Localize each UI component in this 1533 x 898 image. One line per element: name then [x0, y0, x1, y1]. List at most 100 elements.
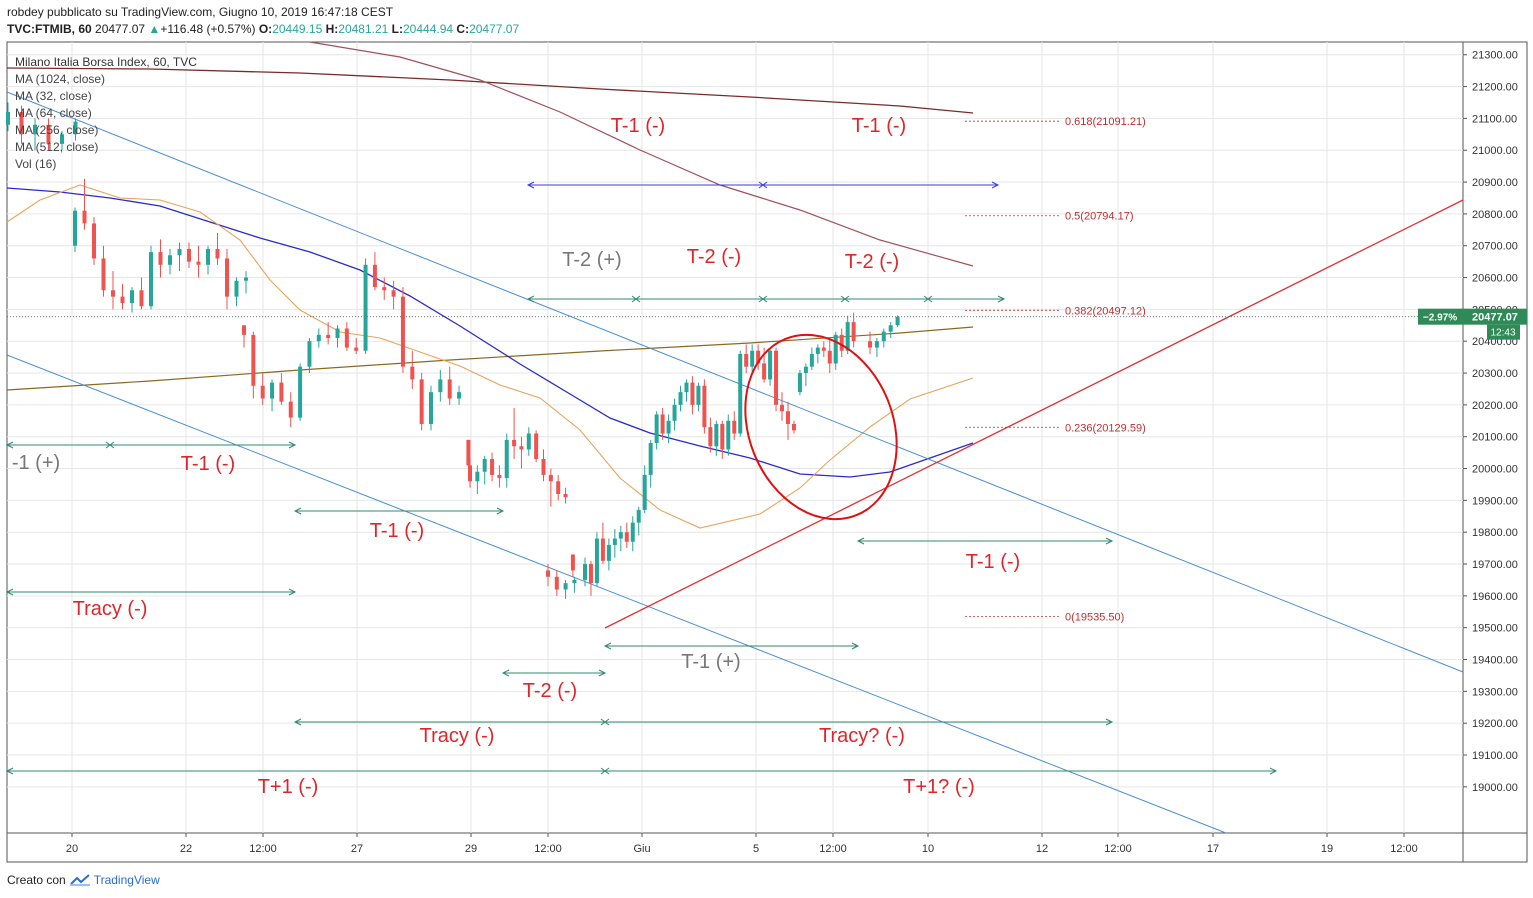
- arrow-head-icon: [851, 642, 860, 650]
- candle-down: [120, 296, 125, 304]
- annotation-label: T-2 (+): [562, 249, 621, 271]
- arrow-head-icon: [5, 588, 14, 596]
- x-tick-label: 22: [180, 843, 192, 855]
- annotation-label: T-2 (-): [845, 251, 899, 273]
- candle-up: [363, 264, 368, 351]
- candle-down: [490, 458, 495, 475]
- legend-indicator[interactable]: Vol (16): [15, 157, 57, 171]
- range-marker-icon: [758, 181, 768, 189]
- candle-up: [809, 353, 814, 367]
- y-tick-label: 21200.00: [1472, 82, 1518, 94]
- legend-indicator[interactable]: MA (1024, close): [15, 72, 106, 86]
- candle-down: [468, 465, 472, 482]
- arrow-head-icon: [1105, 537, 1114, 545]
- legend-indicator[interactable]: MA (256, close): [15, 123, 99, 137]
- candle-up: [504, 439, 509, 479]
- candle-up: [168, 255, 172, 265]
- candle-up: [457, 392, 462, 399]
- candle-up: [563, 583, 568, 590]
- candle-down: [570, 554, 575, 571]
- x-tick-label: 12:00: [1104, 843, 1132, 855]
- candle-down: [744, 353, 749, 367]
- y-tick-label: 20900.00: [1472, 177, 1518, 189]
- ma-512-line: [6, 326, 974, 391]
- candle-up: [316, 334, 321, 342]
- footer: Creato con TradingView: [7, 873, 160, 887]
- y-tick-label: 19700.00: [1472, 559, 1518, 571]
- candle-down: [400, 296, 405, 367]
- candle-up: [60, 134, 64, 144]
- y-tick-label: 20100.00: [1472, 432, 1518, 444]
- candle-up: [606, 544, 611, 561]
- y-tick-label: 21300.00: [1472, 50, 1518, 62]
- highlight-ellipse: [744, 333, 898, 521]
- candle-down: [242, 325, 246, 335]
- candle-up: [726, 420, 731, 450]
- candle-down: [762, 363, 767, 380]
- candle-down: [196, 261, 201, 265]
- legend-series-title[interactable]: Milano Italia Borsa Index, 60, TVC: [15, 55, 197, 69]
- candle-down: [851, 322, 856, 342]
- candle-up: [73, 121, 78, 135]
- arrow-head-icon: [598, 669, 607, 677]
- candle-up: [594, 538, 599, 584]
- range-marker-icon: [600, 718, 610, 726]
- candle-down: [821, 347, 826, 351]
- range-marker-icon: [758, 295, 768, 303]
- y-tick-label: 20800.00: [1472, 209, 1518, 221]
- candle-down: [519, 446, 524, 450]
- candle-up: [888, 325, 893, 332]
- legend-indicator[interactable]: MA (64, close): [15, 106, 92, 120]
- x-tick-label: 19: [1321, 843, 1333, 855]
- arrow-head-icon: [293, 507, 302, 515]
- candle-up: [33, 124, 37, 135]
- candle-down: [497, 474, 502, 479]
- candle-down: [554, 576, 559, 590]
- arrow-head-icon: [5, 441, 14, 449]
- open: 20449.15: [272, 22, 323, 36]
- candle-up: [335, 328, 340, 339]
- candle-up: [678, 392, 683, 405]
- candle-down: [702, 385, 707, 428]
- close: 20477.07: [469, 22, 520, 36]
- candle-down: [690, 382, 695, 405]
- candle-up: [815, 347, 820, 354]
- annotation-label: T-2 (-): [687, 246, 741, 268]
- legend-indicator[interactable]: MA (512, close): [15, 140, 99, 154]
- candle-down: [512, 439, 517, 447]
- y-tick-label: 19800.00: [1472, 527, 1518, 539]
- y-tick-label: 19000.00: [1472, 782, 1518, 794]
- arrow-head-icon: [997, 295, 1006, 303]
- candle-down: [839, 334, 844, 351]
- candle-down: [827, 350, 832, 364]
- legend-indicator[interactable]: MA (32, close): [15, 89, 92, 103]
- candle-up: [648, 443, 653, 475]
- candle-up: [6, 112, 10, 125]
- candle-down: [708, 427, 713, 447]
- candle-down: [419, 379, 424, 424]
- annotation-label: T-1 (-): [181, 453, 235, 475]
- price-tag-text: 20477.07: [1472, 312, 1518, 324]
- candle-up: [666, 420, 671, 434]
- candle-down: [548, 474, 553, 482]
- ma-1024-line: [6, 67, 974, 114]
- candle-up: [750, 350, 755, 367]
- candle-up: [73, 210, 77, 246]
- candle-up: [583, 564, 587, 580]
- ohlc-line: TVC:FTMIB, 60 20477.07 ▲+116.48 (+0.57%)…: [7, 22, 520, 36]
- candle-down: [101, 258, 106, 291]
- candle-up: [475, 471, 480, 482]
- annotation-label: T-1 (-): [852, 115, 906, 137]
- candle-up: [612, 538, 617, 545]
- arrow-head-icon: [526, 295, 535, 303]
- annotation-label: T-2 (-): [523, 680, 577, 702]
- tradingview-link[interactable]: TradingView: [93, 873, 160, 887]
- x-tick-label: 12: [1036, 843, 1048, 855]
- trendline-lower-blue: [6, 354, 1227, 834]
- x-tick-label: 12:00: [819, 843, 847, 855]
- candle-down: [588, 564, 593, 584]
- candle-down: [791, 423, 796, 431]
- high: 20481.21: [338, 22, 389, 36]
- y-tick-label: 19300.00: [1472, 686, 1518, 698]
